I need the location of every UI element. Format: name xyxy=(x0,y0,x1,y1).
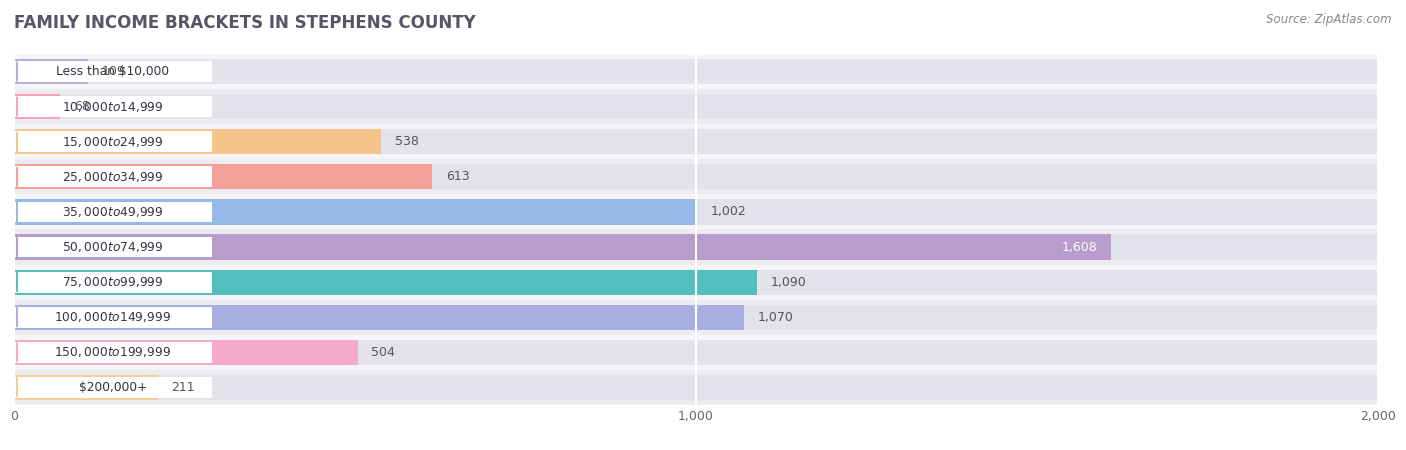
Text: 1,070: 1,070 xyxy=(758,311,793,324)
Text: 109: 109 xyxy=(103,65,125,78)
Text: 538: 538 xyxy=(395,135,419,148)
Bar xyxy=(14,59,89,84)
Bar xyxy=(14,335,1378,370)
Text: $50,000 to $74,999: $50,000 to $74,999 xyxy=(62,240,163,254)
Text: $150,000 to $199,999: $150,000 to $199,999 xyxy=(55,345,172,360)
Bar xyxy=(14,129,381,154)
Bar xyxy=(14,164,1378,189)
Bar xyxy=(14,59,1378,84)
Text: 211: 211 xyxy=(172,381,195,394)
Text: $10,000 to $14,999: $10,000 to $14,999 xyxy=(62,99,163,114)
Bar xyxy=(14,202,212,222)
Text: Less than $10,000: Less than $10,000 xyxy=(56,65,170,78)
Bar xyxy=(14,96,212,117)
Bar xyxy=(14,340,357,365)
Bar xyxy=(14,94,60,119)
Bar xyxy=(14,375,1378,400)
Bar xyxy=(14,124,1378,159)
Bar xyxy=(14,237,212,257)
Bar xyxy=(14,166,212,187)
Bar xyxy=(14,61,212,82)
Bar xyxy=(14,300,1378,335)
Text: 1,090: 1,090 xyxy=(770,276,807,288)
Text: 68: 68 xyxy=(75,100,90,113)
Bar xyxy=(14,234,1111,260)
Bar xyxy=(14,272,212,292)
Text: 613: 613 xyxy=(446,171,470,183)
Text: $100,000 to $149,999: $100,000 to $149,999 xyxy=(55,310,172,324)
Bar xyxy=(14,131,212,152)
Bar xyxy=(14,89,1378,124)
Bar xyxy=(14,270,758,295)
Text: 504: 504 xyxy=(371,346,395,359)
Bar xyxy=(14,307,212,328)
Bar xyxy=(14,164,432,189)
Text: $75,000 to $99,999: $75,000 to $99,999 xyxy=(62,275,163,289)
Bar xyxy=(14,234,1378,260)
Bar xyxy=(14,199,1378,225)
Text: $25,000 to $34,999: $25,000 to $34,999 xyxy=(62,170,163,184)
Bar xyxy=(14,340,1378,365)
Bar xyxy=(14,305,1378,330)
Bar xyxy=(14,370,1378,405)
Text: 1,002: 1,002 xyxy=(711,206,747,218)
Bar xyxy=(14,305,744,330)
Bar xyxy=(14,129,1378,154)
Bar xyxy=(14,377,212,398)
Bar xyxy=(14,230,1378,265)
Text: $200,000+: $200,000+ xyxy=(79,381,148,394)
Text: $15,000 to $24,999: $15,000 to $24,999 xyxy=(62,135,163,149)
Bar xyxy=(14,194,1378,230)
Bar xyxy=(14,94,1378,119)
Bar xyxy=(14,159,1378,194)
Bar xyxy=(14,375,157,400)
Text: $35,000 to $49,999: $35,000 to $49,999 xyxy=(62,205,163,219)
Bar xyxy=(14,199,697,225)
Bar xyxy=(14,342,212,363)
Text: Source: ZipAtlas.com: Source: ZipAtlas.com xyxy=(1267,14,1392,27)
Text: 1,608: 1,608 xyxy=(1062,241,1097,253)
Text: FAMILY INCOME BRACKETS IN STEPHENS COUNTY: FAMILY INCOME BRACKETS IN STEPHENS COUNT… xyxy=(14,14,475,32)
Bar xyxy=(14,270,1378,295)
Bar xyxy=(14,265,1378,300)
Bar xyxy=(14,54,1378,89)
